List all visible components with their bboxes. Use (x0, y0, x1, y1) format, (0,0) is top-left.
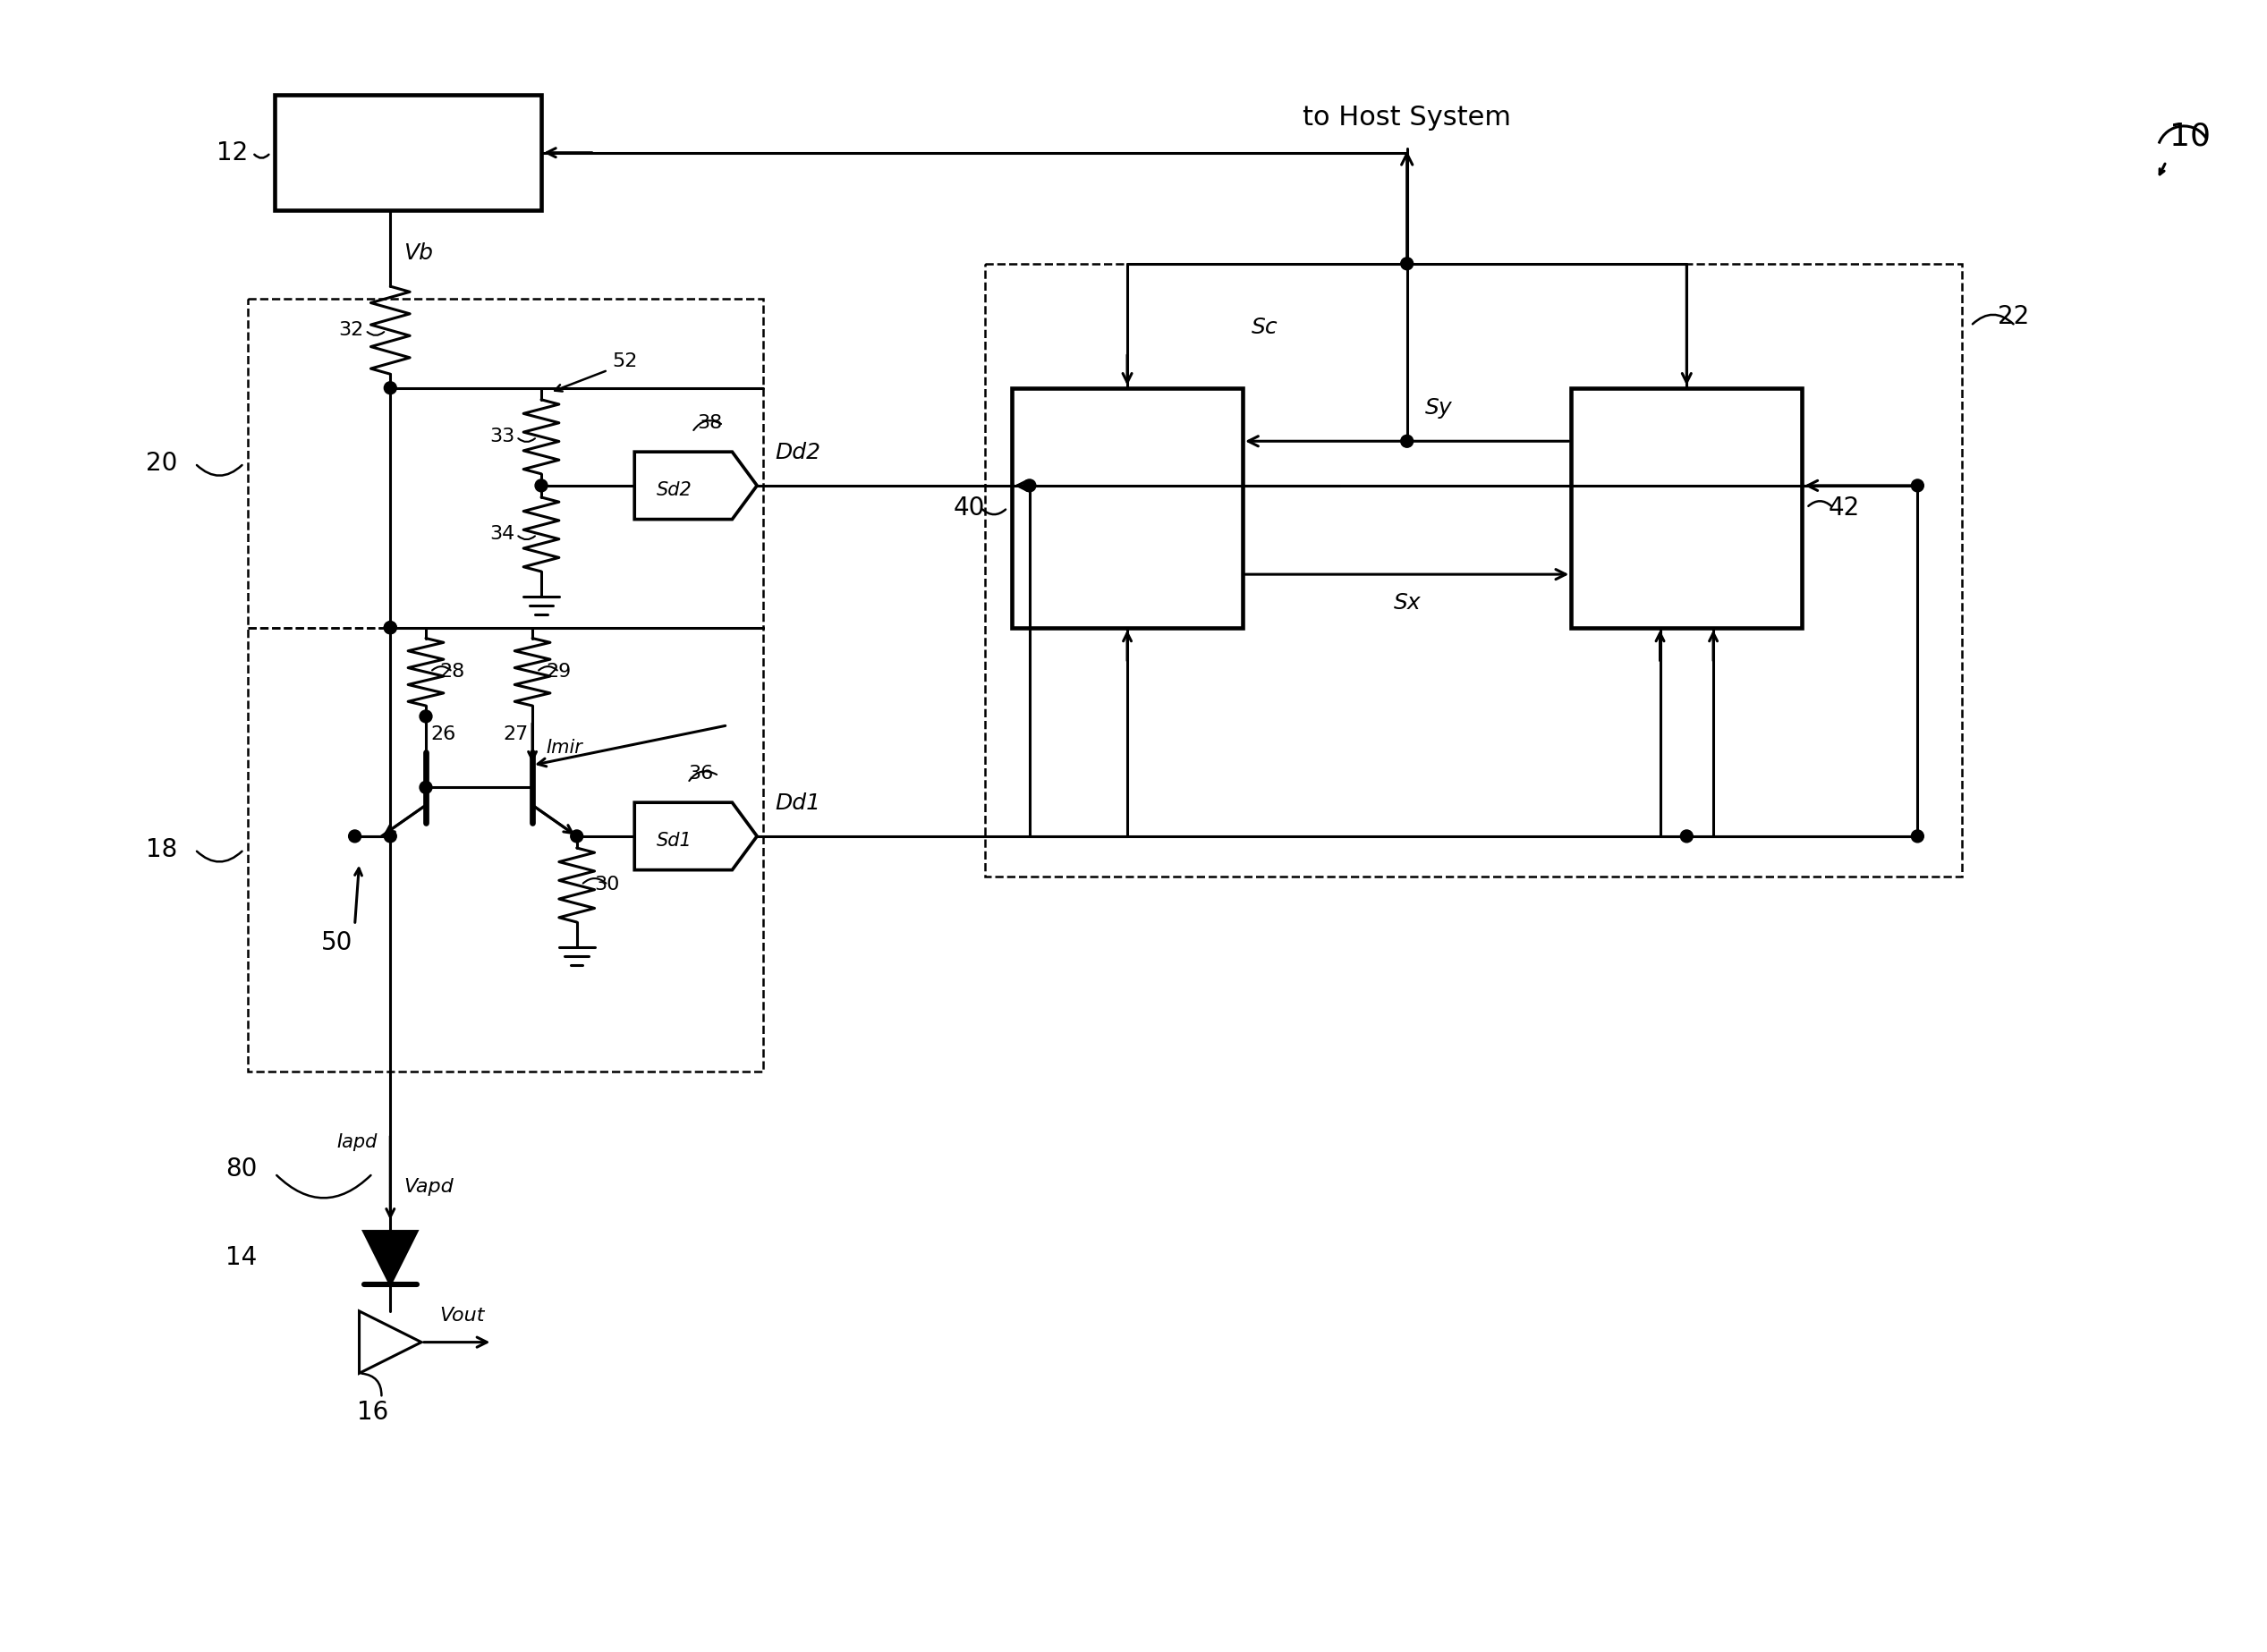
Text: Sy: Sy (1424, 398, 1453, 420)
Text: 34: 34 (490, 525, 515, 544)
Text: 52: 52 (612, 352, 637, 370)
Bar (986, 264, 1961, 876)
Circle shape (1680, 829, 1693, 843)
Text: 80: 80 (224, 1156, 256, 1181)
Text: 27: 27 (503, 725, 528, 743)
Bar (274, 94, 542, 210)
Text: 38: 38 (698, 415, 723, 433)
Text: Sx: Sx (1394, 591, 1421, 613)
Text: Vapd: Vapd (404, 1178, 453, 1196)
Circle shape (383, 621, 397, 634)
Text: 26: 26 (431, 725, 456, 743)
Text: 33: 33 (490, 428, 515, 446)
Text: to Host System: to Host System (1304, 104, 1512, 131)
Circle shape (535, 479, 549, 492)
Text: 30: 30 (594, 876, 619, 894)
Text: 20: 20 (145, 451, 177, 476)
Circle shape (383, 621, 397, 634)
Text: Sc: Sc (1251, 317, 1279, 339)
Text: 40: 40 (954, 496, 986, 520)
Text: 14: 14 (227, 1246, 256, 1270)
Text: Imir: Imir (546, 738, 583, 757)
Circle shape (1401, 258, 1412, 269)
Text: 12: 12 (218, 140, 249, 165)
Text: 22: 22 (1997, 304, 2029, 329)
Text: 50: 50 (322, 930, 354, 955)
Text: 28: 28 (440, 662, 465, 681)
Text: 10: 10 (2170, 122, 2210, 152)
Text: Dd2: Dd2 (775, 441, 821, 463)
Circle shape (383, 829, 397, 843)
Text: Vb: Vb (404, 243, 433, 264)
Text: Dd1: Dd1 (775, 793, 821, 814)
Bar (249, 628, 764, 1072)
Circle shape (1911, 479, 1925, 492)
Text: 16: 16 (356, 1399, 388, 1426)
Text: Sd2: Sd2 (657, 481, 691, 499)
Circle shape (419, 710, 433, 722)
Text: 32: 32 (338, 320, 363, 339)
Text: Iapd: Iapd (336, 1133, 376, 1151)
Bar (249, 299, 764, 628)
Text: Sd1: Sd1 (657, 831, 691, 849)
Bar (1011, 388, 1242, 628)
Bar (1571, 388, 1802, 628)
Text: 18: 18 (145, 838, 177, 862)
Circle shape (571, 829, 583, 843)
Circle shape (349, 829, 360, 843)
Text: 42: 42 (1829, 496, 1861, 520)
Circle shape (1022, 479, 1036, 492)
Text: Vout: Vout (440, 1307, 485, 1325)
Polygon shape (363, 1231, 417, 1285)
Text: 29: 29 (546, 662, 571, 681)
Circle shape (1911, 829, 1925, 843)
Circle shape (383, 382, 397, 395)
Circle shape (419, 781, 433, 793)
Circle shape (1401, 434, 1412, 448)
Text: 36: 36 (689, 765, 714, 783)
